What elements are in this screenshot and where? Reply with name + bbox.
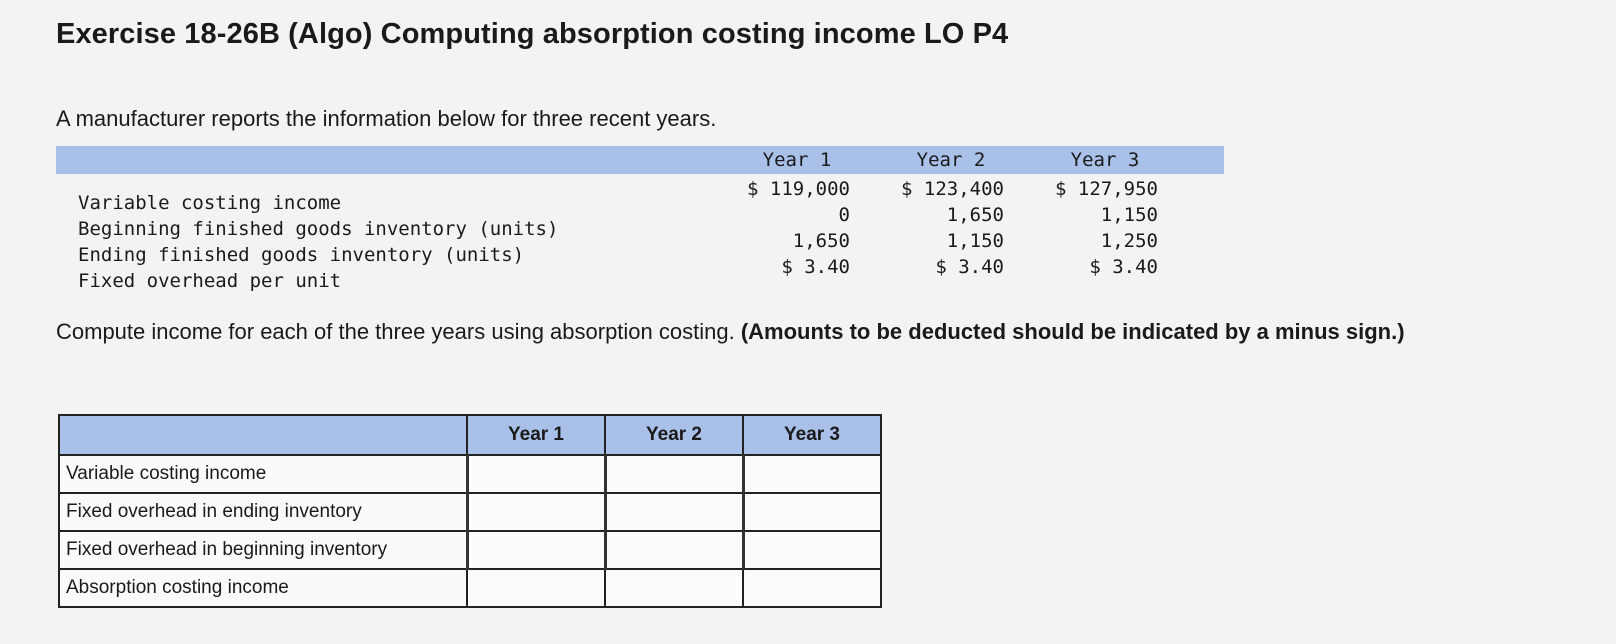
given-cell: $ 119,000 [747,178,850,200]
answer-row-absorption-costing-income: Absorption costing income [58,568,882,608]
given-header-year3: Year 3 [1070,149,1140,171]
answer-row-label: Absorption costing income [58,568,468,608]
answer-input-year3[interactable] [744,573,876,603]
answer-row-fixed-overhead-beginning: Fixed overhead in beginning inventory [58,530,882,570]
instruction-note: (Amounts to be deducted should be indica… [740,319,1405,344]
given-data-table: Year 1 Year 2 Year 3 Variable costing in… [56,146,1224,292]
intro-text: A manufacturer reports the information b… [56,106,717,131]
answer-cell [465,492,606,532]
given-column-year3: $ 127,950 1,150 1,250 $ 3.40 [1028,176,1158,280]
given-cell: $ 123,400 [901,178,1004,200]
answer-header-year2: Year 2 [604,414,744,456]
instruction-text: Compute income for each of the three yea… [56,316,1576,348]
answer-input-year1[interactable] [468,573,600,603]
answer-input-year2[interactable] [606,497,739,527]
answer-row-label: Fixed overhead in beginning inventory [58,530,468,570]
answer-input-year3[interactable] [744,535,877,565]
answer-input-year3[interactable] [744,497,877,527]
given-row-label: Fixed overhead per unit [78,270,342,292]
given-cell: 1,650 [946,204,1004,226]
given-row-label: Beginning finished goods inventory (unit… [78,218,559,240]
answer-cell [603,492,744,532]
given-row-labels: Variable costing income Beginning finish… [78,190,558,294]
given-cell: $ 127,950 [1055,178,1158,200]
answer-row-label: Variable costing income [58,454,468,494]
given-cell: 1,250 [1100,230,1158,252]
answer-input-year1[interactable] [468,497,601,527]
given-column-year2: $ 123,400 1,650 1,150 $ 3.40 [874,176,1004,280]
answer-header-year3: Year 3 [742,414,882,456]
page-title: Exercise 18-26B (Algo) Computing absorpt… [56,18,1009,50]
given-table-header: Year 1 Year 2 Year 3 [56,146,1224,174]
answer-row-fixed-overhead-ending: Fixed overhead in ending inventory [58,492,882,532]
given-cell: 1,150 [946,230,1004,252]
given-header-year1: Year 1 [762,149,832,171]
answer-row-label: Fixed overhead in ending inventory [58,492,468,532]
answer-input-year2[interactable] [606,459,739,489]
given-header-year2: Year 2 [916,149,986,171]
given-cell: $ 3.40 [1089,256,1158,278]
answer-input-year2[interactable] [606,535,739,565]
answer-cell [741,530,882,570]
given-cell: 1,650 [792,230,850,252]
answer-cell [741,492,882,532]
given-cell: $ 3.40 [935,256,1004,278]
given-column-year1: $ 119,000 0 1,650 $ 3.40 [720,176,850,280]
instruction-main: Compute income for each of the three yea… [56,319,735,344]
answer-cell [604,568,744,608]
given-cell: 0 [838,204,850,226]
answer-cell [465,454,606,494]
answer-header-row: Year 1 Year 2 Year 3 [58,414,882,456]
answer-input-year2[interactable] [606,573,738,603]
answer-header-blank [58,414,468,456]
given-cell: 1,150 [1100,204,1158,226]
answer-header-year1: Year 1 [466,414,606,456]
given-row-label: Ending finished goods inventory (units) [78,244,525,266]
answer-cell [603,530,744,570]
answer-cell [465,530,606,570]
answer-cell [603,454,744,494]
answer-table: Year 1 Year 2 Year 3 Variable costing in… [58,414,882,608]
given-row-label: Variable costing income [78,192,342,214]
answer-input-year1[interactable] [468,535,601,565]
answer-input-year1[interactable] [468,459,601,489]
answer-row-variable-costing-income: Variable costing income [58,454,882,494]
given-cell: $ 3.40 [781,256,850,278]
answer-cell [466,568,606,608]
answer-input-year3[interactable] [744,459,877,489]
answer-cell [742,568,882,608]
answer-cell [741,454,882,494]
